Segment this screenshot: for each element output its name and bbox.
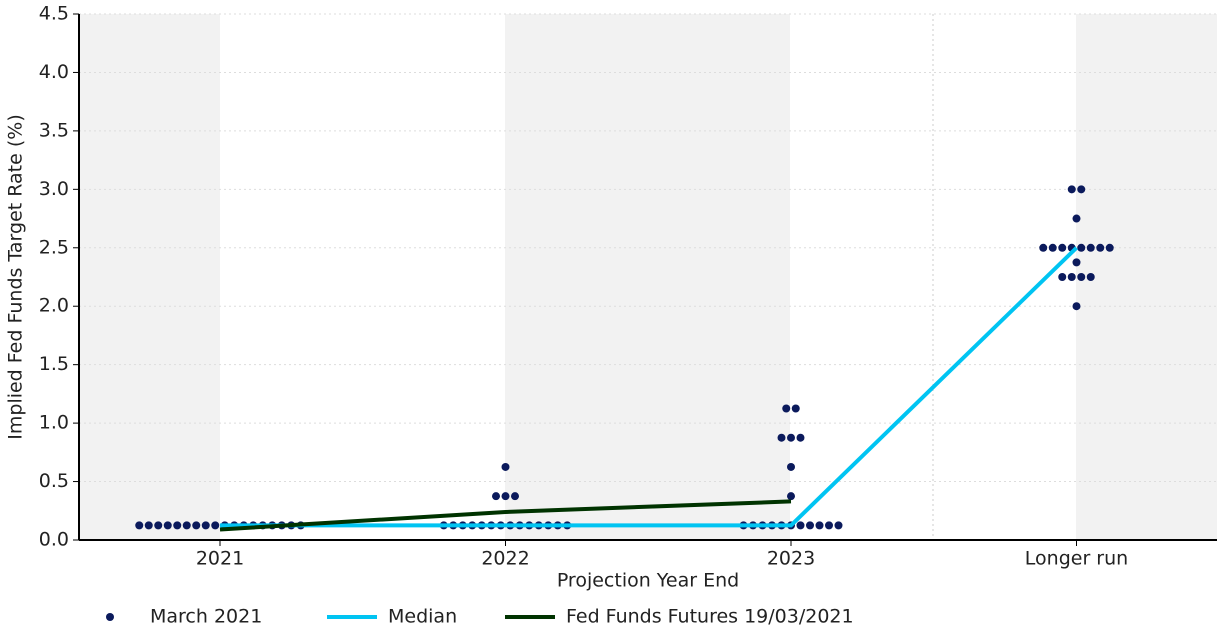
x-tick-label: 2023 — [767, 548, 815, 570]
dot — [777, 433, 786, 442]
y-tick-label: 3.5 — [39, 119, 69, 141]
y-tick-label: 2.0 — [39, 295, 69, 317]
dot — [492, 492, 500, 501]
dot — [787, 462, 795, 471]
x-tick-label: 2022 — [481, 548, 529, 570]
dot — [787, 433, 795, 442]
dot — [1086, 243, 1095, 252]
dot — [787, 492, 795, 501]
y-tick-label: 0.5 — [39, 470, 69, 492]
y-tick-label: 4.0 — [39, 61, 69, 83]
dot — [211, 521, 220, 530]
dot — [1077, 185, 1086, 194]
legend-label: March 2021 — [150, 606, 262, 628]
dot — [1086, 273, 1095, 281]
dot — [796, 521, 805, 530]
line — [220, 246, 1078, 528]
x-axis-label: Projection Year End — [557, 570, 739, 592]
dot — [791, 404, 800, 413]
dot — [806, 521, 814, 530]
dot — [501, 462, 510, 471]
y-tick-label: 3.0 — [39, 178, 69, 200]
dot — [1072, 258, 1081, 267]
band — [505, 14, 790, 540]
dot — [815, 521, 824, 530]
dot — [135, 521, 144, 530]
legend-label: Median — [388, 606, 457, 628]
x-tick-label: Longer run — [1025, 548, 1128, 570]
dot — [1072, 214, 1081, 223]
dot — [1039, 243, 1048, 252]
dot — [825, 521, 833, 530]
dot — [1067, 185, 1076, 194]
dot — [796, 433, 805, 442]
dot — [173, 521, 182, 530]
y-axis-label: Implied Fed Funds Target Rate (%) — [5, 114, 27, 439]
y-tick-label: 2.5 — [39, 236, 69, 258]
dot — [1072, 302, 1081, 311]
dot — [1105, 243, 1114, 252]
y-tick-label: 4.5 — [39, 3, 69, 25]
y-tick-label: 0.0 — [39, 529, 69, 551]
dot — [1077, 243, 1086, 252]
dot — [1058, 243, 1067, 252]
dot — [1058, 273, 1067, 281]
x-tick-label: 2021 — [196, 548, 244, 570]
dot — [144, 521, 153, 530]
legend-symbol — [106, 613, 114, 621]
legend-label: Fed Funds Futures 19/03/2021 — [566, 606, 854, 628]
dot — [201, 521, 210, 530]
dot — [182, 521, 191, 530]
dot — [1067, 273, 1076, 281]
y-tick-label: 1.5 — [39, 353, 69, 375]
dot — [834, 521, 843, 530]
y-tick-label: 1.0 — [39, 412, 69, 434]
dot — [511, 492, 519, 501]
band — [79, 14, 220, 540]
band — [1076, 14, 1217, 540]
dot — [154, 521, 163, 530]
dot — [782, 404, 791, 413]
dot — [1048, 243, 1057, 252]
dot — [1096, 243, 1105, 252]
dot — [192, 521, 201, 530]
dot — [501, 492, 510, 501]
dot — [1077, 273, 1086, 281]
line — [219, 499, 792, 532]
background — [79, 14, 1217, 540]
dot — [163, 521, 172, 530]
